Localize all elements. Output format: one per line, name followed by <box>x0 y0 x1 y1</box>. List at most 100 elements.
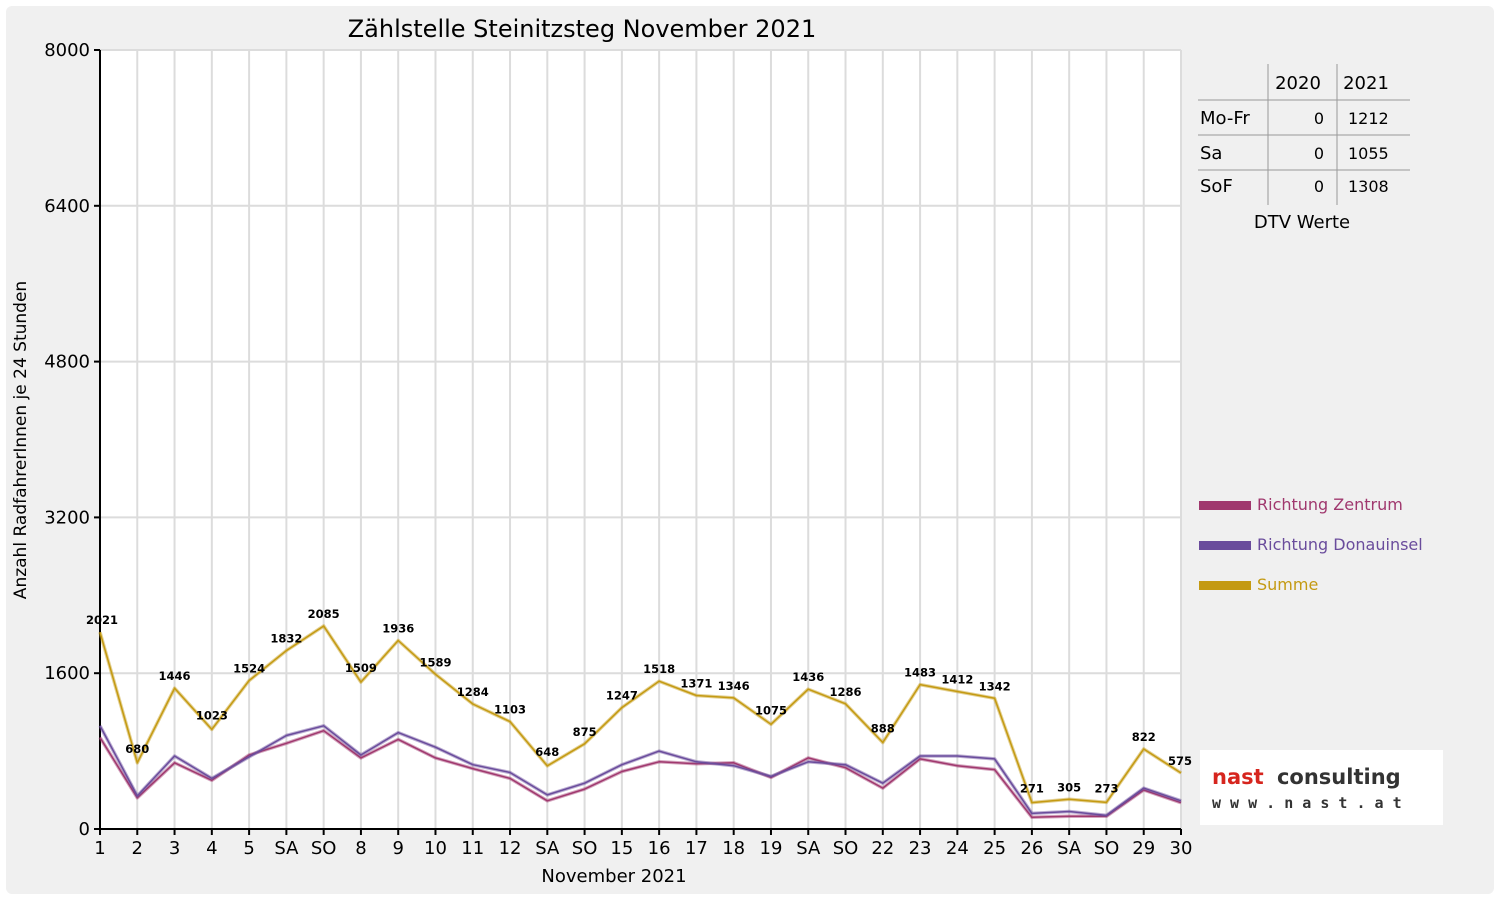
data-label: 888 <box>871 722 895 736</box>
y-ticks: 0 1600 3200 4800 6400 8000 <box>44 40 100 840</box>
data-label: 1284 <box>457 685 489 699</box>
x-ticks: 1 2 3 4 5 SA SO 8 9 10 11 12 SA SO 15 16 17 18 19 SA SO 22 23 2… <box>94 829 1192 859</box>
grid <box>100 49 1182 829</box>
series-line-summe <box>99 625 1182 804</box>
data-label: 1342 <box>979 679 1011 693</box>
dtv-cell-2020: 0 <box>1314 144 1324 163</box>
series-line-zentrum <box>99 729 1182 819</box>
dtv-header-2021: 2021 <box>1343 73 1389 94</box>
data-label: 1518 <box>643 662 675 676</box>
dtv-cell-2021: 1055 <box>1348 144 1389 163</box>
data-label: 1075 <box>755 703 787 717</box>
x-tick-label: SO <box>1094 838 1120 859</box>
y-tick-label: 6400 <box>44 196 90 217</box>
data-label: 1936 <box>382 621 414 635</box>
data-label: 2085 <box>308 607 340 621</box>
dtv-cell-2021: 1308 <box>1348 177 1389 196</box>
plot-area <box>100 50 1181 829</box>
y-tick-label: 8000 <box>44 40 90 61</box>
data-label: 1589 <box>419 655 451 669</box>
series-line-donauinsel <box>99 725 1182 817</box>
x-axis-label: November 2021 <box>541 866 686 887</box>
data-label: 1023 <box>196 708 228 722</box>
x-tick-label: 10 <box>424 838 447 859</box>
x-tick-label: 5 <box>243 838 254 859</box>
dtv-table: 2020 2021 Mo-Fr 0 1212 Sa 0 1055 SoF 0 1… <box>1198 64 1410 233</box>
data-label: 2021 <box>86 613 118 627</box>
data-label: 648 <box>535 745 559 759</box>
data-label: 1371 <box>680 676 712 690</box>
dtv-header-2020: 2020 <box>1275 73 1321 94</box>
data-label: 1346 <box>718 679 750 693</box>
x-tick-label: SO <box>833 838 859 859</box>
data-label: 1436 <box>792 670 824 684</box>
data-label: 1103 <box>494 703 526 717</box>
x-tick-label: 17 <box>685 838 708 859</box>
x-tick-label: 19 <box>760 838 783 859</box>
y-tick-label: 1600 <box>44 663 90 684</box>
x-tick-label: SA <box>535 838 560 859</box>
x-tick-label: SA <box>1057 838 1082 859</box>
dtv-row-label: SoF <box>1200 176 1233 197</box>
data-label: 575 <box>1168 754 1192 768</box>
x-tick-label: 29 <box>1132 838 1155 859</box>
legend-swatch-summe <box>1199 581 1251 590</box>
legend-label-summe: Summe <box>1257 575 1318 594</box>
data-label: 1247 <box>606 689 638 703</box>
y-tick-label: 4800 <box>44 352 90 373</box>
nast-logo: nast consulting w w w . n a s t . a t <box>1200 750 1443 825</box>
dtv-caption: DTV Werte <box>1254 212 1350 233</box>
logo-url: w w w . n a s t . a t <box>1212 794 1402 812</box>
legend-swatch-zentrum <box>1199 501 1251 510</box>
data-label: 875 <box>573 725 597 739</box>
series-lines <box>98 624 1182 820</box>
x-tick-label: 3 <box>169 838 180 859</box>
x-tick-label: 23 <box>909 838 932 859</box>
x-tick-label: 12 <box>499 838 522 859</box>
dtv-cell-2021: 1212 <box>1348 109 1389 128</box>
dtv-cell-2020: 0 <box>1314 177 1324 196</box>
x-tick-label: 8 <box>355 838 366 859</box>
data-label: 1412 <box>941 673 973 687</box>
dtv-row-label: Mo-Fr <box>1200 108 1250 129</box>
data-label: 305 <box>1057 780 1081 794</box>
data-label: 1483 <box>904 666 936 680</box>
x-tick-label: 1 <box>94 838 105 859</box>
logo-background <box>1200 750 1443 825</box>
logo-brand: nast consulting <box>1212 765 1401 789</box>
data-label: 1286 <box>830 685 862 699</box>
x-tick-label: SA <box>274 838 299 859</box>
y-tick-label: 3200 <box>44 507 90 528</box>
chart-title: Zählstelle Steinitzsteg November 2021 <box>348 15 817 43</box>
x-tick-label: 4 <box>206 838 217 859</box>
data-label: 1524 <box>233 662 265 676</box>
legend: Richtung Zentrum Richtung Donauinsel Sum… <box>1199 495 1423 594</box>
x-tick-label: 11 <box>461 838 484 859</box>
data-label: 271 <box>1020 782 1044 796</box>
data-label: 1509 <box>345 661 377 675</box>
x-tick-label: 16 <box>648 838 671 859</box>
dtv-row-label: Sa <box>1200 143 1222 164</box>
x-tick-label: SO <box>572 838 598 859</box>
data-label: 273 <box>1094 781 1118 795</box>
data-label: 680 <box>125 742 149 756</box>
axes <box>99 50 1181 830</box>
x-tick-label: 24 <box>946 838 969 859</box>
data-labels: 2021 680 1446 1023 1524 1832 2085 1509 1936 1589 1… <box>86 607 1192 796</box>
x-tick-label: SO <box>311 838 337 859</box>
data-label: 822 <box>1132 730 1156 744</box>
x-tick-label: 9 <box>392 838 403 859</box>
x-tick-label: 18 <box>722 838 745 859</box>
x-tick-label: 25 <box>983 838 1006 859</box>
dtv-cell-2020: 0 <box>1314 109 1324 128</box>
data-label: 1832 <box>270 632 302 646</box>
x-tick-label: 22 <box>871 838 894 859</box>
legend-label-donauinsel: Richtung Donauinsel <box>1257 535 1423 554</box>
y-tick-label: 0 <box>79 819 90 840</box>
y-axis-label: Anzahl RadfahrerInnen je 24 Stunden <box>11 281 31 599</box>
x-tick-label: SA <box>796 838 821 859</box>
x-tick-label: 30 <box>1170 838 1193 859</box>
legend-swatch-donauinsel <box>1199 541 1251 550</box>
logo-brand-second: consulting <box>1277 765 1401 789</box>
